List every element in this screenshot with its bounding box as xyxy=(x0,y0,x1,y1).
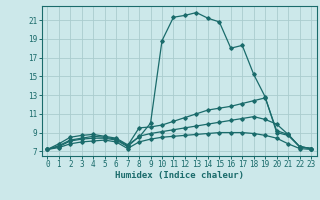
X-axis label: Humidex (Indice chaleur): Humidex (Indice chaleur) xyxy=(115,171,244,180)
